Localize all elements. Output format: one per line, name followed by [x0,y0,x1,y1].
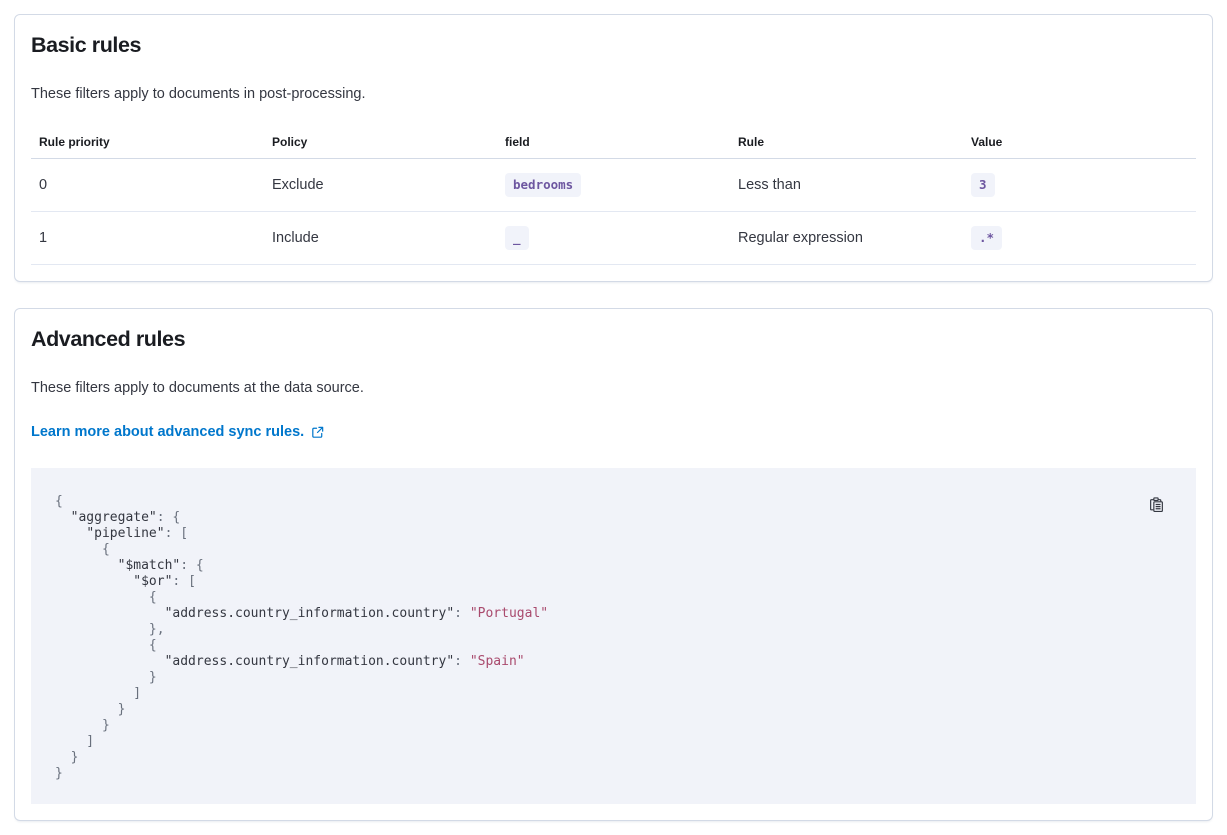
basic-rules-panel: Basic rules These filters apply to docum… [14,14,1213,282]
cell-value: .* [963,211,1196,265]
cell-value: 3 [963,158,1196,212]
cell-priority: 1 [31,211,264,265]
basic-rules-table-body: 0 Exclude bedrooms Less than 3 1 Include _ Regul… [31,158,1196,265]
basic-rules-description: These filters apply to documents in post… [31,86,366,102]
column-header-rule: Rule [730,134,963,159]
advanced-rules-code-block: { "aggregate": { "pipeline": [ { "$match… [31,468,1196,804]
value-code-badge: .* [971,226,1003,250]
column-header-value: Value [963,134,1196,159]
column-header-field: field [497,134,730,159]
copy-clipboard-icon[interactable] [1144,492,1168,516]
code-content: { "aggregate": { "pipeline": [ { "$match… [55,494,549,781]
advanced-rules-title: Advanced rules [31,327,186,351]
column-header-rule-priority: Rule priority [31,134,264,159]
advanced-rules-panel: Advanced rules These filters apply to do… [14,308,1213,821]
basic-rules-table-head: Rule priority Policy field Rule Value [31,134,1196,159]
cell-field: _ [497,211,730,265]
table-row: 0 Exclude bedrooms Less than 3 [31,158,1196,212]
advanced-sync-rules-link-label: Learn more about advanced sync rules. [31,424,305,440]
field-code-badge: _ [505,226,529,250]
table-row: 1 Include _ Regular expression .* [31,211,1196,265]
table-header-row: Rule priority Policy field Rule Value [31,134,1196,159]
external-link-icon [310,425,325,440]
cell-rule: Regular expression [730,211,963,265]
cell-priority: 0 [31,158,264,212]
cell-policy: Include [264,211,497,265]
field-code-badge: bedrooms [505,173,582,197]
basic-rules-table: Rule priority Policy field Rule Value 0 Exclu… [31,134,1196,265]
cell-rule: Less than [730,158,963,212]
advanced-sync-rules-link[interactable]: Learn more about advanced sync rules. [31,422,325,442]
advanced-rules-description: These filters apply to documents at the … [31,380,364,396]
basic-rules-title: Basic rules [31,33,142,57]
value-code-badge: 3 [971,173,995,197]
cell-field: bedrooms [497,158,730,212]
cell-policy: Exclude [264,158,497,212]
column-header-policy: Policy [264,134,497,159]
